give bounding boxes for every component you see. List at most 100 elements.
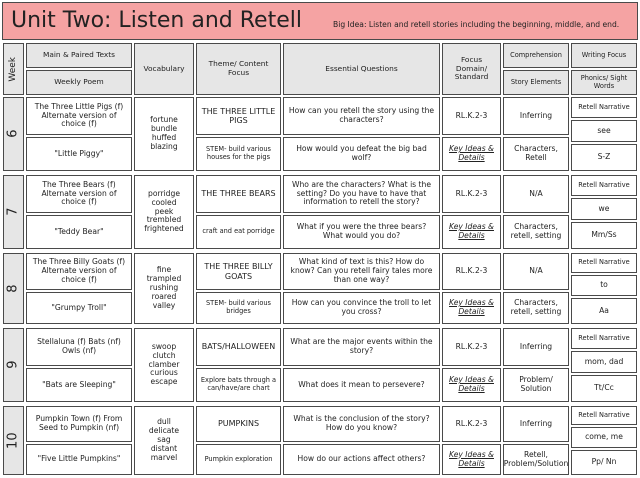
story-elements-header: Story Elements bbox=[503, 70, 569, 95]
domain: Key Ideas & Details bbox=[442, 137, 501, 171]
phonics: Pp/ Nn bbox=[571, 450, 637, 475]
story-elements: Retell, Problem/Solution bbox=[503, 444, 569, 475]
activity: craft and eat porridge bbox=[196, 215, 281, 249]
writing-focus: Retell Narrative bbox=[571, 97, 637, 118]
poem-header: Weekly Poem bbox=[26, 70, 132, 95]
phonics: S-Z bbox=[571, 144, 637, 171]
theme: THE THREE LITTLE PIGS bbox=[196, 97, 281, 135]
weekly-poem: "Five Little Pumpkins" bbox=[26, 444, 132, 475]
comprehension: N/A bbox=[503, 175, 569, 213]
essential-question-2: How can you convince the troll to let yo… bbox=[283, 292, 440, 324]
vocabulary-word: porridge bbox=[148, 188, 180, 198]
vocabulary-header: Vocabulary bbox=[134, 43, 194, 95]
main-text: The Three Billy Goats (f) Alternate vers… bbox=[26, 253, 132, 290]
week-number: 9 bbox=[5, 360, 21, 370]
weekly-poem: "Teddy Bear" bbox=[26, 215, 132, 249]
vocabulary-word: dull bbox=[157, 417, 171, 427]
weekly-poem: "Grumpy Troll" bbox=[26, 292, 132, 324]
vocabulary-word: marvel bbox=[150, 452, 178, 462]
week-number-cell: 8 bbox=[3, 253, 24, 324]
main-text: Stellaluna (f) Bats (nf) Owls (nf) bbox=[26, 328, 132, 366]
vocabulary-word: trembled bbox=[146, 215, 182, 225]
week-number-cell: 10 bbox=[3, 406, 24, 475]
week-number-cell: 6 bbox=[3, 97, 24, 171]
theme: BATS/HALLOWEEN bbox=[196, 328, 281, 366]
comprehension: Inferring bbox=[503, 97, 569, 135]
writing-focus: Retell Narrative bbox=[571, 175, 637, 196]
domain: Key Ideas & Details bbox=[442, 292, 501, 324]
vocabulary-word: blazing bbox=[150, 141, 178, 151]
vocabulary-word: curious bbox=[150, 368, 178, 378]
writing-focus: Retell Narrative bbox=[571, 328, 637, 349]
vocabulary-word: rushing bbox=[149, 283, 179, 293]
story-elements: Characters, retell, setting bbox=[503, 215, 569, 249]
week-number: 6 bbox=[5, 129, 21, 139]
standard: RL.K.2-3 bbox=[442, 406, 501, 442]
domain: Key Ideas & Details bbox=[442, 368, 501, 402]
week-number: 10 bbox=[5, 432, 21, 449]
story-elements: Characters, Retell bbox=[503, 137, 569, 171]
domain: Key Ideas & Details bbox=[442, 215, 501, 249]
standard: RL.K.2-3 bbox=[442, 253, 501, 290]
sight-word: see bbox=[571, 120, 637, 142]
title: Unit Two: Listen and Retell bbox=[11, 8, 302, 33]
vocabulary-cell: fine trampled rushing roared valley bbox=[134, 253, 194, 324]
writing-focus: Retell Narrative bbox=[571, 406, 637, 425]
big-idea: Big Idea: Listen and retell stories incl… bbox=[333, 20, 620, 29]
week-header: Week bbox=[3, 43, 24, 95]
main-text: The Three Bears (f) Alternate version of… bbox=[26, 175, 132, 213]
essential-question: What are the major events within the sto… bbox=[283, 328, 440, 366]
phonics: Aa bbox=[571, 298, 637, 324]
standard-header: Focus Domain/ Standard bbox=[442, 43, 501, 95]
week-number-cell: 9 bbox=[3, 328, 24, 402]
sight-word: to bbox=[571, 275, 637, 296]
weekly-poem: "Little Piggy" bbox=[26, 137, 132, 171]
vocabulary-word: distant bbox=[150, 443, 178, 453]
vocabulary-word: valley bbox=[152, 300, 176, 310]
standard: RL.K.2-3 bbox=[442, 97, 501, 135]
main-text: Pumpkin Town (f) From Seed to Pumpkin (n… bbox=[26, 406, 132, 442]
vocabulary-word: cooled bbox=[151, 197, 177, 207]
activity: STEM- build various houses for the pigs bbox=[196, 137, 281, 171]
vocabulary-cell: dull delicate sag distant marvel bbox=[134, 406, 194, 475]
vocabulary-word: huffed bbox=[151, 133, 177, 142]
week-number-cell: 7 bbox=[3, 175, 24, 249]
title-bar: Unit Two: Listen and Retell Big Idea: Li… bbox=[2, 2, 638, 40]
vocabulary-word: clutch bbox=[152, 350, 176, 360]
vocabulary-word: sag bbox=[157, 435, 171, 445]
vocabulary-word: trampled bbox=[146, 274, 182, 284]
essential-question-2: How would you defeat the big bad wolf? bbox=[283, 137, 440, 171]
vocabulary-word: escape bbox=[150, 377, 178, 387]
vocabulary-word: fortune bbox=[150, 115, 178, 125]
vocabulary-cell: porridge cooled peek trembled frightened bbox=[134, 175, 194, 249]
theme: PUMPKINS bbox=[196, 406, 281, 442]
vocabulary-word: fine bbox=[156, 265, 172, 275]
weekly-poem: "Bats are Sleeping" bbox=[26, 368, 132, 402]
phonics: Tt/Cc bbox=[571, 375, 637, 402]
domain: Key Ideas & Details bbox=[442, 444, 501, 475]
standard: RL.K.2-3 bbox=[442, 175, 501, 213]
activity: Pumpkin exploration bbox=[196, 444, 281, 475]
phonics: Mm/Ss bbox=[571, 222, 637, 249]
theme: THE THREE BILLY GOATS bbox=[196, 253, 281, 290]
texts-header: Main & Paired Texts bbox=[26, 43, 132, 68]
vocabulary-word: bundle bbox=[150, 124, 178, 134]
vocabulary-word: swoop bbox=[151, 341, 177, 351]
essential-question-2: What if you were the three bears? What w… bbox=[283, 215, 440, 249]
week-header-text: Week bbox=[8, 56, 19, 82]
sight-word: come, me bbox=[571, 427, 637, 448]
sight-word: mom, dad bbox=[571, 351, 637, 373]
questions-header: Essential Questions bbox=[283, 43, 440, 95]
essential-question-2: What does it mean to persevere? bbox=[283, 368, 440, 402]
sight-word: we bbox=[571, 198, 637, 220]
essential-question: How can you retell the story using the c… bbox=[283, 97, 440, 135]
theme-header: Theme/ Content Focus bbox=[196, 43, 281, 95]
comprehension: Inferring bbox=[503, 406, 569, 442]
phonics-header: Phonics/ Sight Words bbox=[571, 70, 637, 95]
week-number: 8 bbox=[5, 284, 21, 293]
essential-question: What kind of text is this? How do know? … bbox=[283, 253, 440, 290]
writing-header: Writing Focus bbox=[571, 43, 637, 68]
activity: STEM- build various bridges bbox=[196, 292, 281, 324]
writing-focus: Retell Narrative bbox=[571, 253, 637, 273]
